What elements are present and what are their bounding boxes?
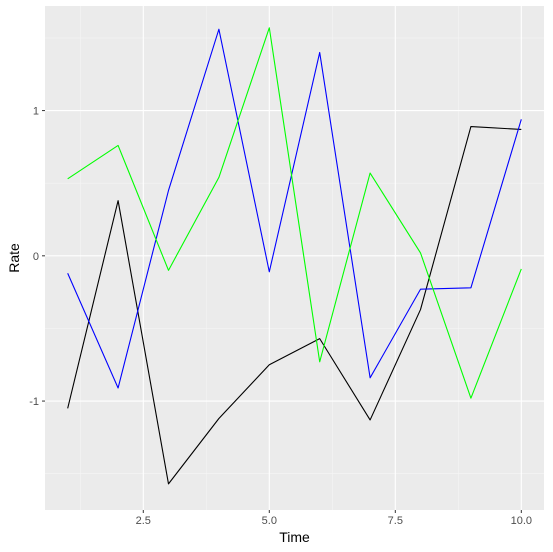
series-line-3 <box>67 27 522 399</box>
x-tick-label: 5.0 <box>262 515 277 527</box>
series-line-2 <box>67 28 522 389</box>
x-tick-label: 7.5 <box>388 515 403 527</box>
plot-panel <box>45 6 544 510</box>
series-layer <box>67 27 522 485</box>
y-tick-label: 0 <box>33 251 39 263</box>
y-axis: -1 0 1 <box>29 106 45 408</box>
series-line-1 <box>67 126 522 485</box>
y-axis-title: Rate <box>6 243 22 273</box>
x-axis-title: Time <box>279 529 310 545</box>
x-axis: 2.5 5.0 7.5 10.0 <box>136 510 532 527</box>
y-tick-label: 1 <box>33 106 39 118</box>
x-tick-label: 10.0 <box>511 515 532 527</box>
minor-gridlines <box>45 6 544 510</box>
x-tick-label: 2.5 <box>136 515 151 527</box>
y-tick-label: -1 <box>29 396 39 408</box>
